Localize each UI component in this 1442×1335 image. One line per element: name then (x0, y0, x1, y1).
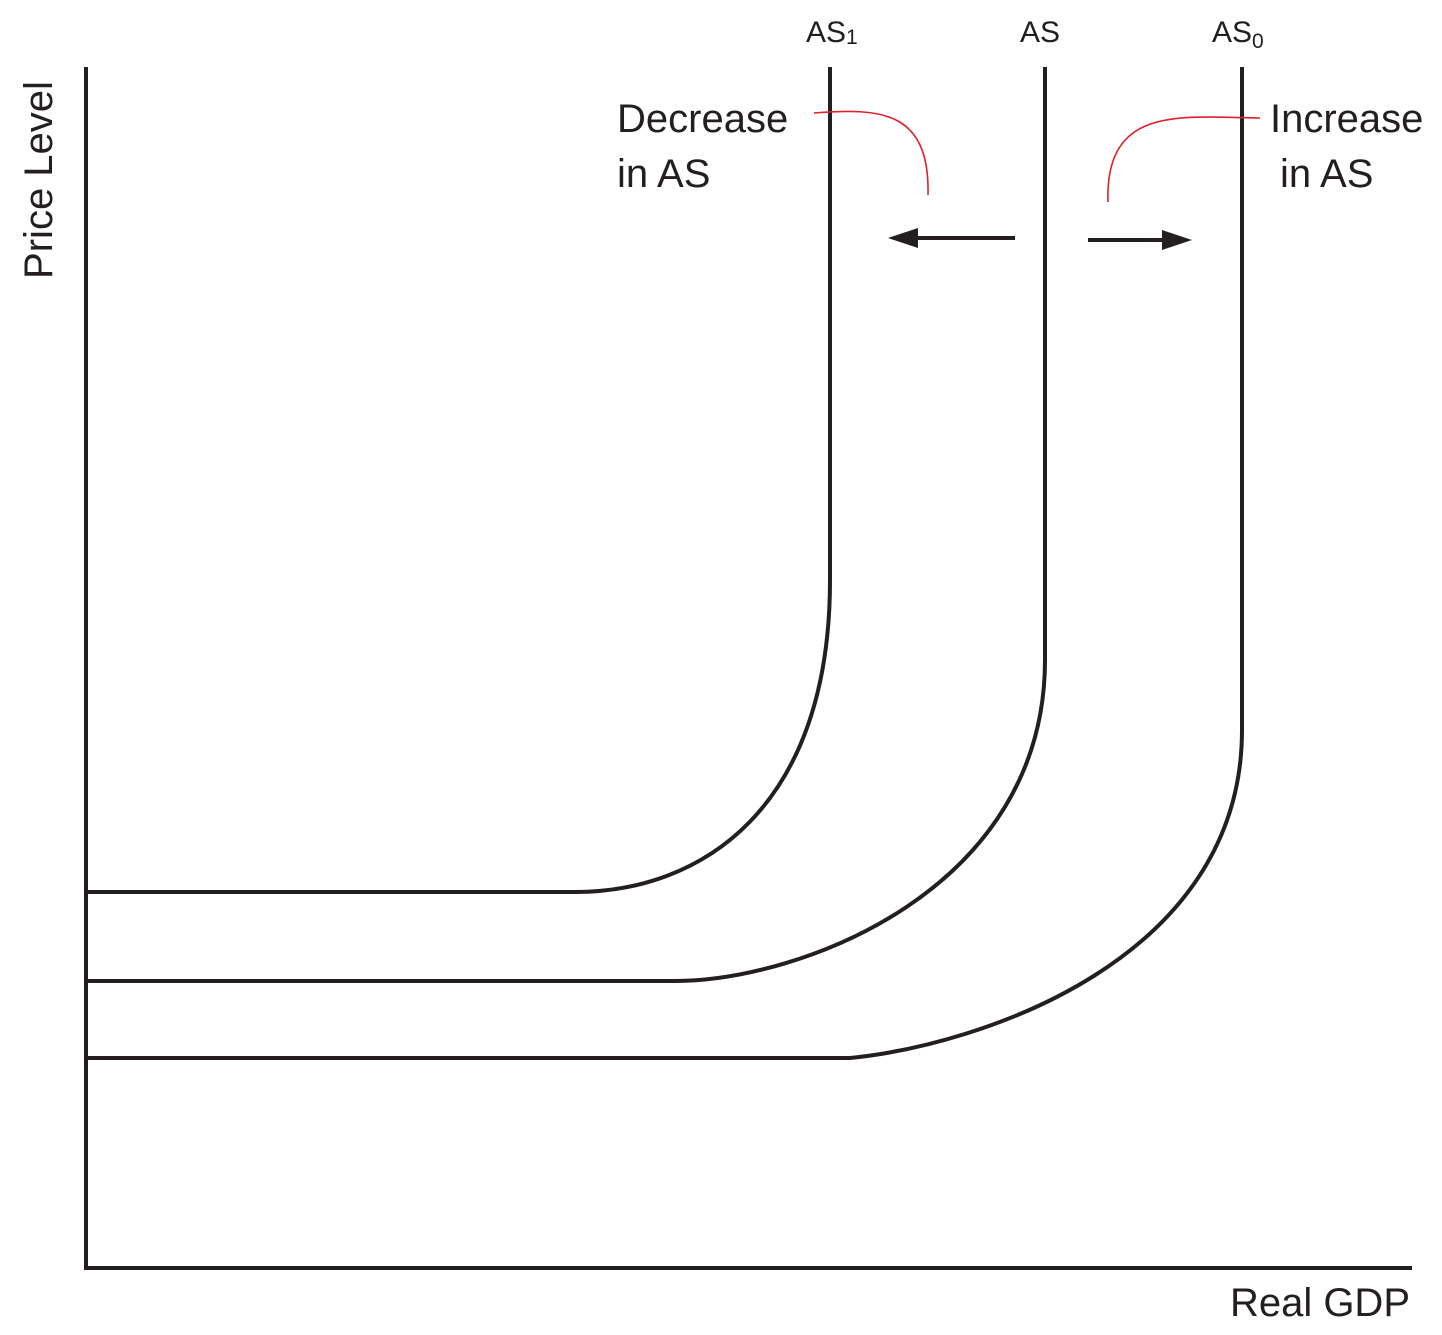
right-shift-arrow-icon (1088, 230, 1192, 250)
y-axis-label: Price Level (17, 81, 61, 279)
decrease-annotation-line1: Decrease (617, 97, 788, 141)
increase-annotation-line2: in AS (1280, 152, 1373, 196)
as0-curve (86, 67, 1244, 1060)
as1-curve (86, 67, 832, 894)
as1-label: AS1 (806, 16, 858, 49)
as-label: AS (1020, 16, 1060, 49)
increase-annotation-line1: Increase (1270, 97, 1423, 141)
x-axis-label: Real GDP (1230, 1281, 1410, 1325)
increase-leader-line (1107, 116, 1261, 203)
left-shift-arrow-icon (888, 228, 1015, 248)
as-curve (86, 67, 1047, 983)
decrease-annotation-line2: in AS (617, 152, 710, 196)
decrease-leader-line (813, 110, 929, 196)
as0-label: AS0 (1212, 16, 1264, 53)
